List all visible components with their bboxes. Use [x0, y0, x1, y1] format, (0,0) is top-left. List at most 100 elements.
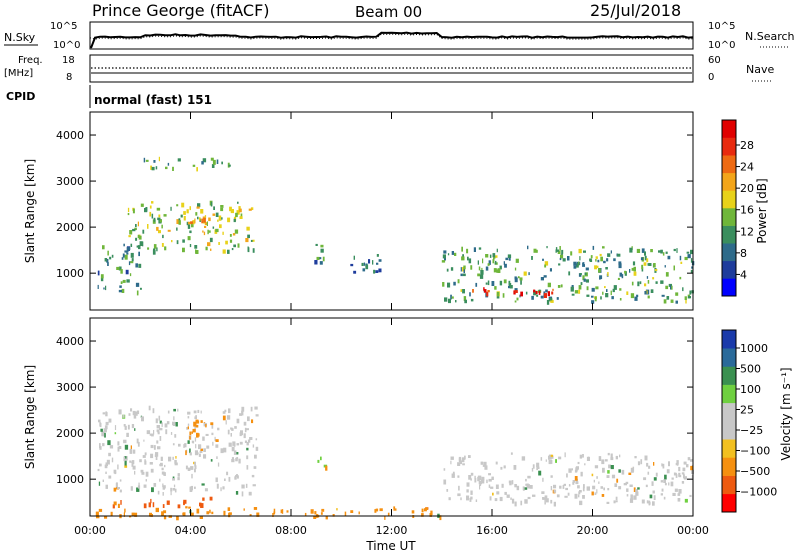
power-cell — [97, 270, 100, 276]
power-cell — [203, 218, 206, 223]
velocity-cell — [177, 477, 180, 481]
velocity-cell — [572, 480, 575, 483]
velocity-cell — [211, 511, 214, 515]
power-cell — [170, 206, 172, 211]
velocity-cell — [190, 512, 193, 517]
velocity-cell — [466, 495, 470, 501]
velocity-cell — [488, 473, 491, 476]
velocity-cell — [524, 499, 528, 504]
power-cell — [247, 246, 249, 252]
velocity-cell — [686, 464, 689, 468]
power-cell — [536, 249, 538, 253]
velocity-cell — [660, 480, 664, 483]
power-cell — [106, 258, 109, 263]
velocity-cell — [648, 465, 651, 469]
power-cell — [633, 271, 637, 276]
power-cell — [479, 274, 484, 279]
velocity-cell — [220, 448, 224, 454]
power-cell — [508, 257, 511, 261]
noise-tick-high-left: 10^5 — [50, 21, 77, 32]
velocity-cell — [664, 482, 667, 486]
power-cell — [481, 267, 483, 272]
power-cell — [322, 256, 325, 262]
velocity-cell — [117, 503, 120, 508]
velocity-cell — [250, 406, 253, 412]
power-cell — [451, 251, 454, 255]
velocity-cell — [194, 416, 197, 420]
power-cell — [209, 237, 213, 243]
velocity-cell — [613, 500, 616, 504]
power-cell — [105, 285, 107, 291]
power-cell — [461, 256, 465, 261]
power-cell — [373, 269, 376, 274]
velocity-cell — [149, 462, 153, 465]
power-cell — [586, 286, 589, 291]
velocity-cell — [610, 457, 614, 461]
velocity-cell — [235, 475, 237, 479]
power-cell — [517, 276, 520, 279]
nave-tick-low: 0 — [708, 72, 714, 83]
velocity-cell — [196, 432, 199, 438]
velocity-cell — [239, 441, 243, 445]
velocity-cell — [189, 452, 192, 456]
velocity-cell — [608, 464, 611, 469]
power-cell — [124, 254, 128, 260]
colorbar-tick-label: 28 — [740, 139, 754, 152]
power-cell — [610, 290, 612, 296]
velocity-cell — [226, 415, 231, 420]
power-cell — [690, 258, 693, 263]
velocity-cell — [474, 475, 476, 479]
power-cell — [443, 250, 447, 254]
velocity-cell — [488, 478, 492, 482]
velocity-cell — [586, 486, 590, 491]
power-cell — [186, 209, 189, 214]
velocity-cell — [161, 511, 164, 517]
power-cell — [444, 257, 446, 261]
velocity-cell — [555, 459, 557, 463]
power-cell — [199, 217, 201, 221]
velocity-cell — [568, 468, 572, 473]
velocity-cell — [160, 462, 163, 467]
velocity-cell — [532, 464, 535, 469]
velocity-cell — [280, 509, 283, 514]
velocity-cell — [350, 510, 354, 513]
time-axis: 00:00 04:00 08:00 12:00 16:00 20:00 00:00 — [74, 112, 709, 537]
velocity-cell — [124, 508, 126, 513]
power-cell — [250, 207, 254, 210]
power-cell — [600, 296, 602, 300]
velocity-cell — [193, 461, 195, 465]
power-cell — [365, 264, 369, 270]
velocity-cell — [646, 500, 649, 504]
velocity-cell — [100, 428, 103, 432]
power-cell — [636, 248, 641, 253]
power-cell — [234, 229, 239, 234]
power-cell — [450, 294, 452, 300]
power-cell — [206, 221, 208, 226]
power-cell — [633, 266, 636, 272]
velocity-cell — [495, 461, 498, 465]
velocity-cell — [194, 465, 197, 470]
xtick-label: 16:00 — [476, 524, 508, 537]
power-cell — [123, 243, 125, 247]
power-cell — [192, 220, 195, 225]
velocity-cell — [523, 487, 528, 490]
velocity-cell — [332, 514, 335, 517]
cpid-value: normal (fast) 151 — [94, 93, 212, 107]
velocity-cell — [231, 457, 234, 462]
power-cell — [487, 290, 490, 293]
power-cell — [624, 270, 627, 274]
velocity-cell — [446, 489, 449, 492]
power-cell — [155, 166, 158, 170]
power-cell — [619, 272, 623, 277]
power-cell — [655, 281, 658, 284]
velocity-cell — [496, 491, 500, 495]
power-cell — [164, 246, 167, 251]
velocity-cell — [118, 409, 122, 415]
velocity-cell — [165, 429, 168, 435]
velocity-cell — [119, 489, 122, 493]
power-cell — [205, 246, 208, 251]
colorbar-swatch — [722, 243, 736, 262]
power-cell — [195, 250, 199, 254]
power-cell — [460, 267, 462, 272]
velocity-cell — [141, 416, 144, 422]
